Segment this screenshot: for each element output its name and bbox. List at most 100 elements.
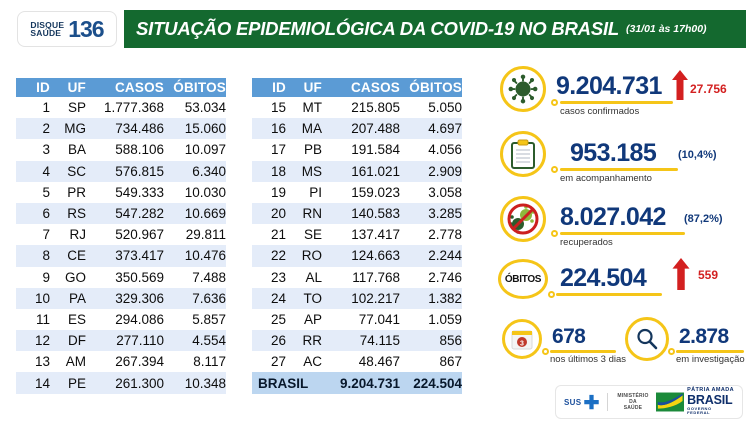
cell-obitos: 2.244 — [428, 248, 462, 264]
brasil-flag-icon — [655, 392, 685, 412]
table-row: 13 AM 267.394 8.117 — [16, 351, 226, 373]
cell-casos: 117.768 — [352, 269, 400, 285]
cell-id: 25 — [270, 311, 286, 327]
footer-divider — [607, 393, 609, 411]
under-investigation-underline — [676, 350, 744, 353]
table-row: 3 BA 588.106 10.097 — [16, 139, 226, 161]
col-header-obitos: ÓBITOS — [164, 78, 226, 97]
table-row: 25 AP 77.041 1.059 — [252, 308, 462, 331]
monitoring-percent: (10,4%) — [678, 149, 717, 161]
page-title: SITUAÇÃO EPIDEMIOLÓGICA DA COVID-19 NO B… — [136, 18, 619, 39]
last-3-days-label: nos últimos 3 dias — [550, 354, 627, 365]
table-header-row: ID UF CASOS ÓBITOS — [252, 78, 462, 97]
total-obitos: 224.504 — [400, 372, 462, 394]
cell-obitos: 4.697 — [428, 121, 462, 137]
cell-obitos: 7.636 — [192, 290, 226, 306]
cell-casos: 294.086 — [115, 311, 164, 327]
cell-obitos: 5.857 — [192, 311, 226, 327]
table-row: 22 RO 124.663 2.244 — [252, 245, 462, 267]
table-row: 19 PI 159.023 3.058 — [252, 181, 462, 203]
recovered-percent: (87,2%) — [684, 213, 723, 225]
table-row: 27 AC 48.467 867 — [252, 351, 462, 373]
table-row: 18 MS 161.021 2.909 — [252, 160, 462, 182]
table-header-row: ID UF CASOS ÓBITOS — [16, 78, 226, 97]
cell-uf: MS — [301, 163, 322, 179]
governo-federal-logo: PÁTRIA AMADA BRASIL GOVERNO FEDERAL — [655, 388, 734, 416]
cell-obitos: 6.340 — [192, 163, 226, 179]
deaths-increase-arrow-icon — [672, 258, 690, 290]
table-row: 5 PR 549.333 10.030 — [16, 181, 226, 203]
cell-casos: 137.417 — [351, 227, 400, 243]
table-row: 17 PB 191.584 4.056 — [252, 139, 462, 161]
cell-obitos: 10.030 — [184, 184, 226, 200]
cell-obitos: 15.060 — [184, 121, 226, 137]
table-row: 16 MA 207.488 4.697 — [252, 118, 462, 140]
recovered-label: recuperados — [560, 237, 613, 248]
cell-id: 11 — [35, 311, 50, 327]
virus-icon — [500, 66, 546, 112]
cell-id: 8 — [42, 248, 50, 264]
brasil-wordmark: PÁTRIA AMADA BRASIL GOVERNO FEDERAL — [687, 388, 734, 416]
cell-uf: TO — [303, 290, 322, 306]
under-investigation-underline-dot — [668, 348, 675, 355]
cell-casos: 277.110 — [116, 333, 164, 349]
cell-id: 17 — [270, 142, 286, 158]
cell-uf: MA — [301, 121, 322, 137]
cell-id: 12 — [34, 333, 50, 349]
under-investigation-value: 2.878 — [679, 325, 729, 348]
cell-casos: 549.333 — [115, 184, 164, 200]
table-row: 8 CE 373.417 10.476 — [16, 245, 226, 267]
cell-casos: 74.115 — [359, 333, 400, 349]
cell-casos: 102.217 — [351, 290, 400, 306]
cell-id: 27 — [270, 354, 286, 370]
cell-uf: PB — [303, 142, 322, 158]
last-3-days-underline-dot — [542, 348, 549, 355]
deaths-delta: 559 — [698, 268, 719, 282]
cell-obitos: 1.382 — [428, 290, 462, 306]
cell-obitos: 2.909 — [428, 163, 462, 179]
cell-id: 14 — [34, 375, 50, 391]
cell-uf: BA — [67, 142, 86, 158]
cell-uf: DF — [68, 333, 86, 349]
cell-obitos: 5.050 — [428, 100, 462, 116]
deaths-underline-dot — [548, 291, 555, 298]
cell-obitos: 2.778 — [428, 227, 462, 243]
table-row: 21 SE 137.417 2.778 — [252, 224, 462, 246]
cell-obitos: 10.097 — [184, 142, 226, 158]
cell-uf: AP — [303, 311, 322, 327]
states-table-right: ID UF CASOS ÓBITOS 15 MT 215.805 5.050 16 MA 2… — [252, 78, 462, 394]
cell-uf: GO — [64, 269, 86, 285]
cell-uf: RO — [301, 248, 322, 264]
table-row: 9 GO 350.569 7.488 — [16, 266, 226, 288]
cell-casos: 207.488 — [351, 121, 400, 137]
cell-uf: RJ — [69, 227, 87, 243]
last-3-days-value: 678 — [552, 325, 586, 348]
cell-obitos: 10.476 — [184, 248, 226, 264]
under-investigation-label: em investigação — [676, 354, 745, 365]
disque-saude-words: DISQUE SAÚDE — [30, 20, 64, 38]
no-virus-icon — [500, 196, 546, 242]
confirmed-underline-dot — [551, 99, 558, 106]
table-row: 23 AL 117.768 2.746 — [252, 266, 462, 288]
table-row: 12 DF 277.110 4.554 — [16, 330, 226, 352]
disque-saude-logo: DISQUE SAÚDE 136 — [18, 12, 116, 46]
col-header-casos: CASOS — [322, 78, 400, 97]
cell-uf: PE — [67, 375, 86, 391]
table-row: 26 RR 74.115 856 — [252, 330, 462, 352]
cell-uf: SP — [67, 100, 86, 116]
cell-id: 24 — [270, 290, 286, 306]
cell-id: 7 — [42, 227, 50, 243]
cell-id: 16 — [270, 121, 286, 137]
cell-uf: SE — [303, 227, 322, 243]
sus-logo: SUS — [564, 394, 600, 411]
cell-obitos: 867 — [439, 354, 462, 370]
cell-casos: 191.584 — [351, 142, 400, 158]
magnifier-icon — [625, 317, 669, 361]
table-row: 4 SC 576.815 6.340 — [16, 160, 226, 182]
cell-casos: 161.021 — [351, 163, 400, 179]
clipboard-icon — [500, 131, 546, 177]
cell-id: 13 — [34, 354, 50, 370]
cell-casos: 520.967 — [115, 227, 164, 243]
cell-casos: 159.023 — [351, 184, 400, 200]
cell-casos: 373.417 — [115, 248, 164, 264]
